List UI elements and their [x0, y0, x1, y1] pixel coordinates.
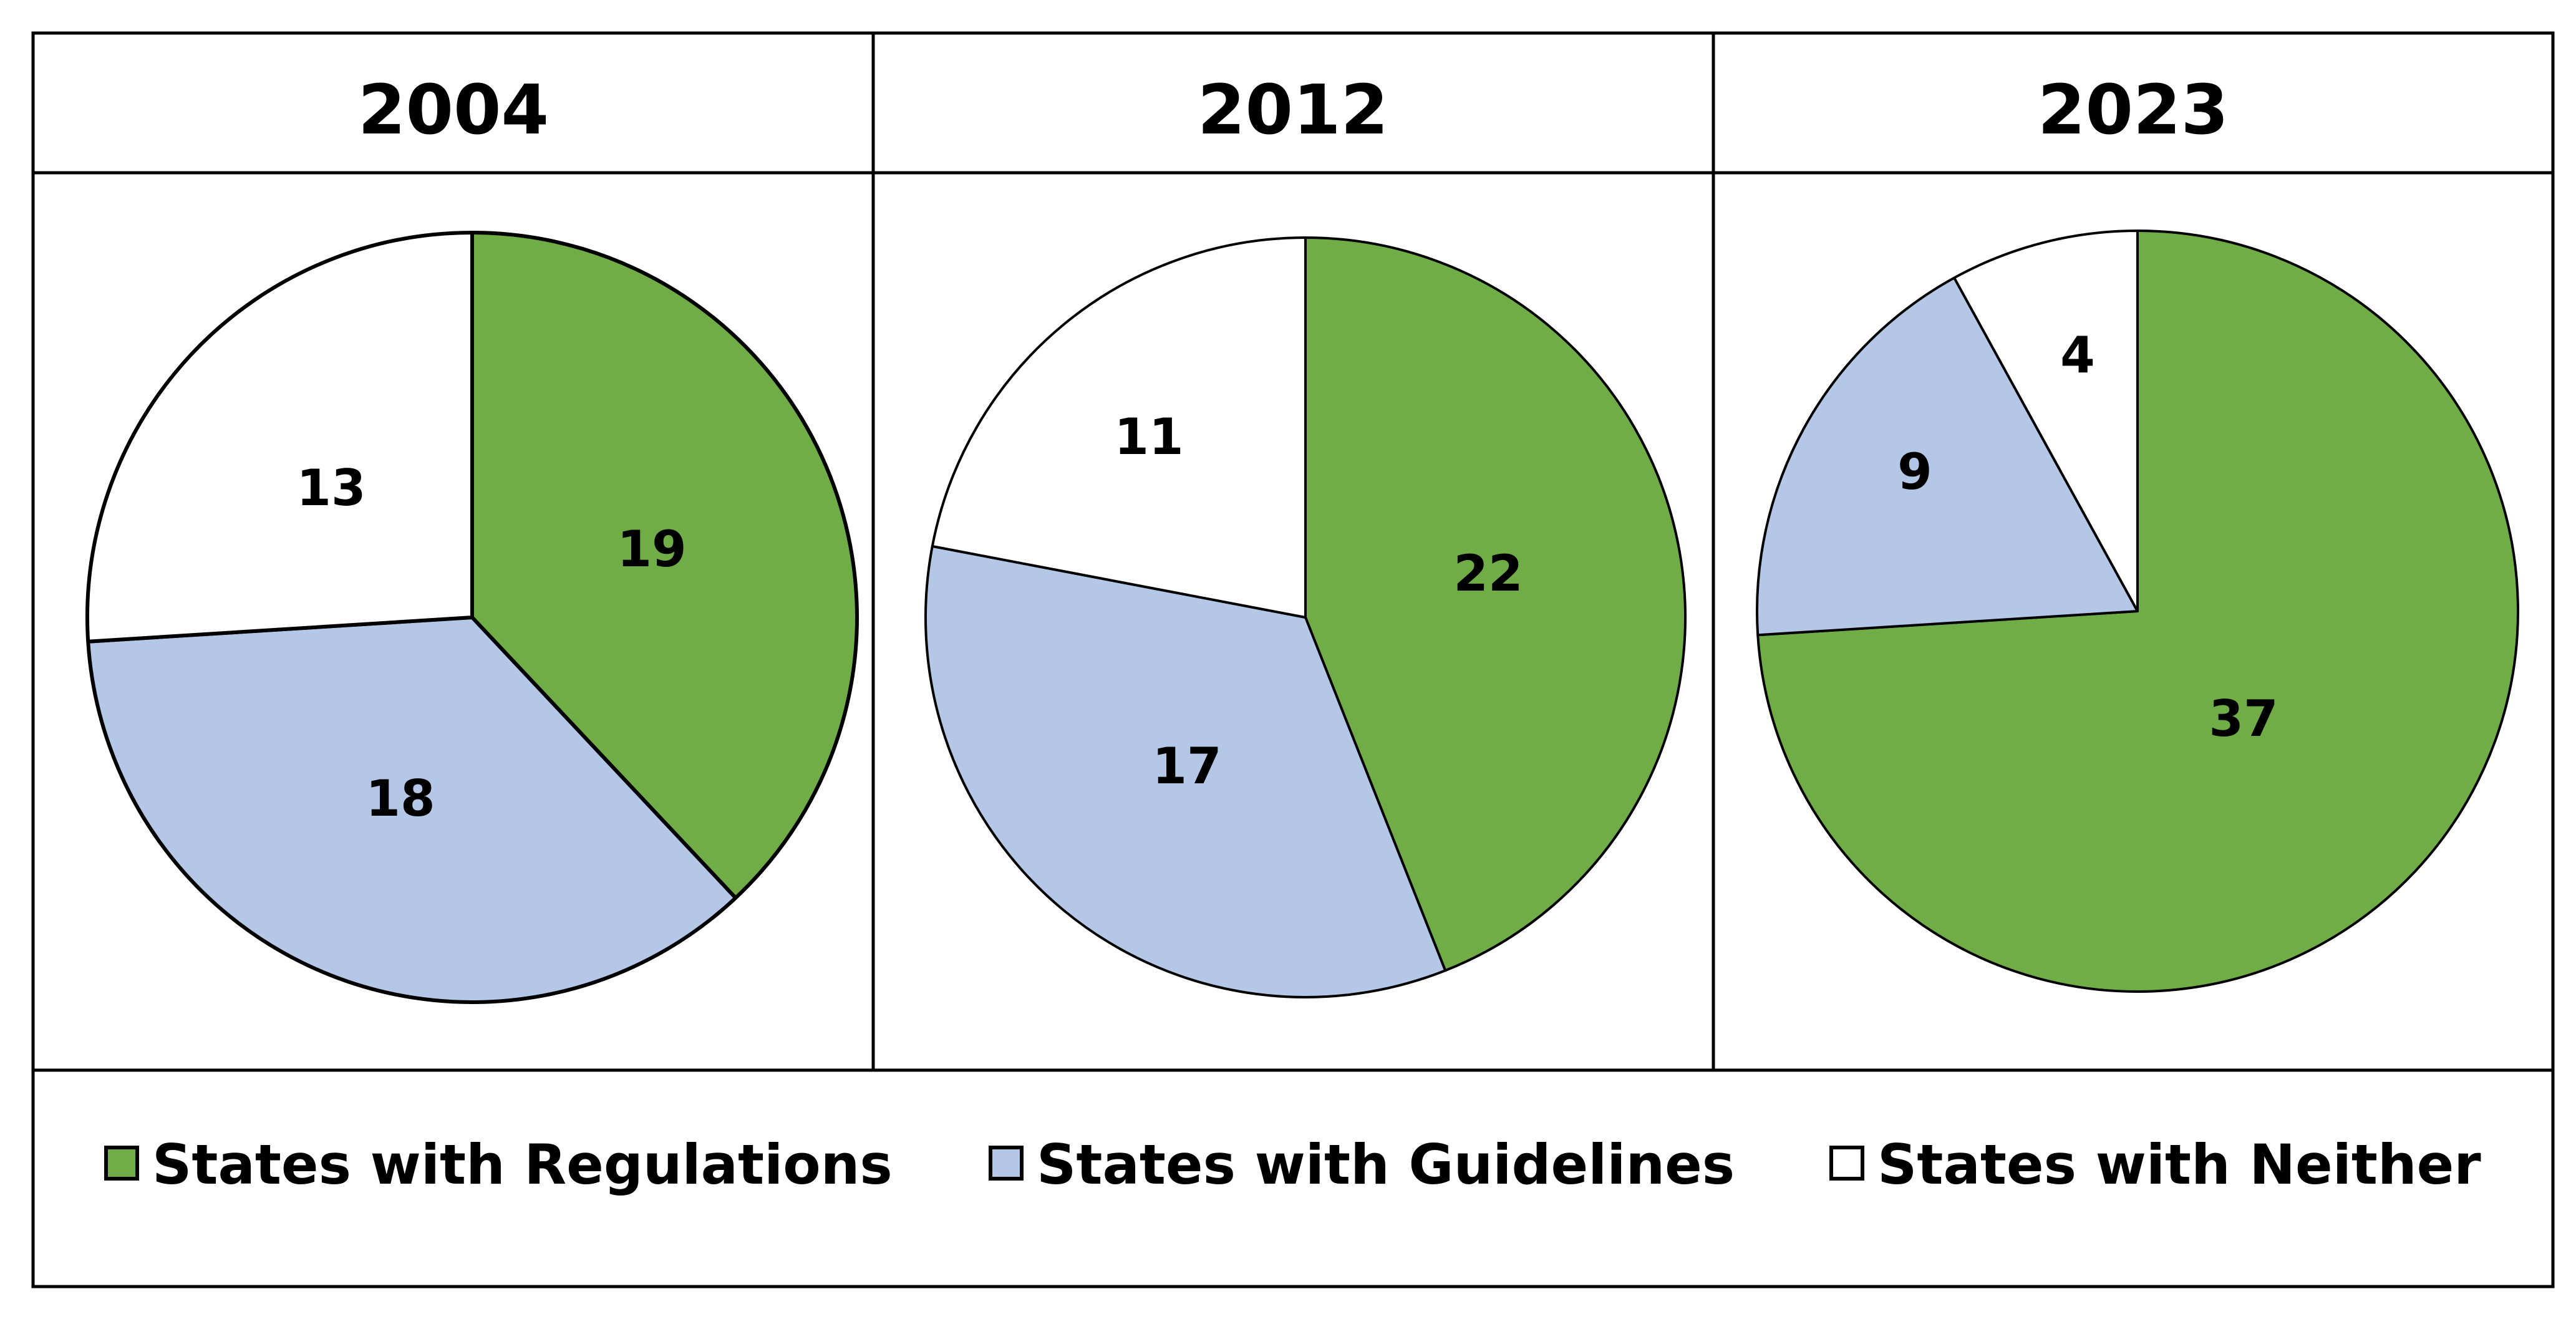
pie-slice-2012-neither	[931, 236, 1307, 619]
pie-slice-2004-neither	[85, 231, 474, 644]
slice-label-2012-regulations: 22	[1453, 544, 1523, 602]
legend-label-neither: States with Neither	[1877, 1133, 2481, 1197]
pie-slice-2023-guidelines	[1756, 276, 2139, 637]
year-header-2023: 2023	[2038, 70, 2229, 150]
pie-slice-2023-neither	[1953, 229, 2139, 612]
slice-label-2023-neither: 4	[2060, 326, 2095, 384]
year-header-2004: 2004	[358, 70, 549, 150]
pie-2023	[1756, 229, 2519, 993]
legend-label-guidelines: States with Guidelines	[1037, 1133, 1735, 1197]
slice-label-2004-guidelines: 18	[366, 770, 435, 828]
slice-label-2012-guidelines: 17	[1152, 737, 1221, 795]
slice-label-2004-regulations: 19	[617, 520, 686, 578]
slice-label-2004-neither: 13	[296, 459, 366, 517]
legend-swatch-guidelines	[989, 1146, 1024, 1181]
slice-label-2023-guidelines: 9	[1897, 443, 1932, 501]
pie-slice-2012-regulations	[1304, 236, 1687, 972]
pie-2012	[924, 236, 1687, 998]
legend-swatch-regulations	[104, 1146, 139, 1181]
pie-slice-2012-guidelines	[924, 544, 1447, 998]
legend-label-regulations: States with Regulations	[152, 1133, 893, 1197]
pie-2004	[85, 231, 859, 1004]
year-header-2012: 2012	[1198, 70, 1388, 150]
legend-swatch-neither	[1829, 1146, 1864, 1181]
table-frame	[31, 31, 2555, 1288]
slice-label-2023-regulations: 37	[2209, 690, 2278, 748]
pie-slice-2004-regulations	[470, 231, 859, 900]
pie-slice-2004-guidelines	[86, 616, 738, 1004]
slice-label-2012-neither: 11	[1114, 408, 1183, 466]
